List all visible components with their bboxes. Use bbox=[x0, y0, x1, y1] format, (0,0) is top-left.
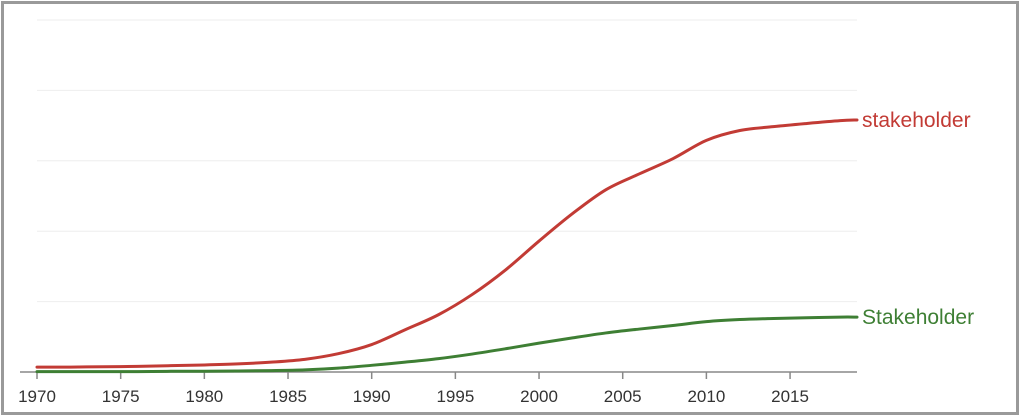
x-tick-label: 1985 bbox=[269, 387, 307, 406]
x-tick-label: 1980 bbox=[185, 387, 223, 406]
series-label: stakeholder bbox=[862, 109, 971, 132]
x-tick-label: 1995 bbox=[436, 387, 474, 406]
x-tick-label: 1970 bbox=[18, 387, 56, 406]
series-label: Stakeholder bbox=[862, 306, 974, 329]
x-tick-label: 1990 bbox=[353, 387, 391, 406]
x-tick-label: 1975 bbox=[102, 387, 140, 406]
x-tick-label: 2010 bbox=[687, 387, 725, 406]
x-tick-label: 2015 bbox=[771, 387, 809, 406]
x-axis: 1970 1975 1980 1985 1990 1995 2000 2005 2010 2015 bbox=[18, 372, 809, 406]
chart-frame bbox=[1, 1, 1019, 415]
series-line-stakeholder-0 bbox=[35, 118, 859, 369]
gridlines bbox=[37, 19, 857, 303]
x-tick-label: 2005 bbox=[604, 387, 642, 406]
x-tick-label: 2000 bbox=[520, 387, 558, 406]
series-line-stakeholder-1 bbox=[35, 315, 859, 374]
series-labels: stakeholder Stakeholder bbox=[862, 109, 974, 329]
series-lines bbox=[35, 118, 859, 374]
